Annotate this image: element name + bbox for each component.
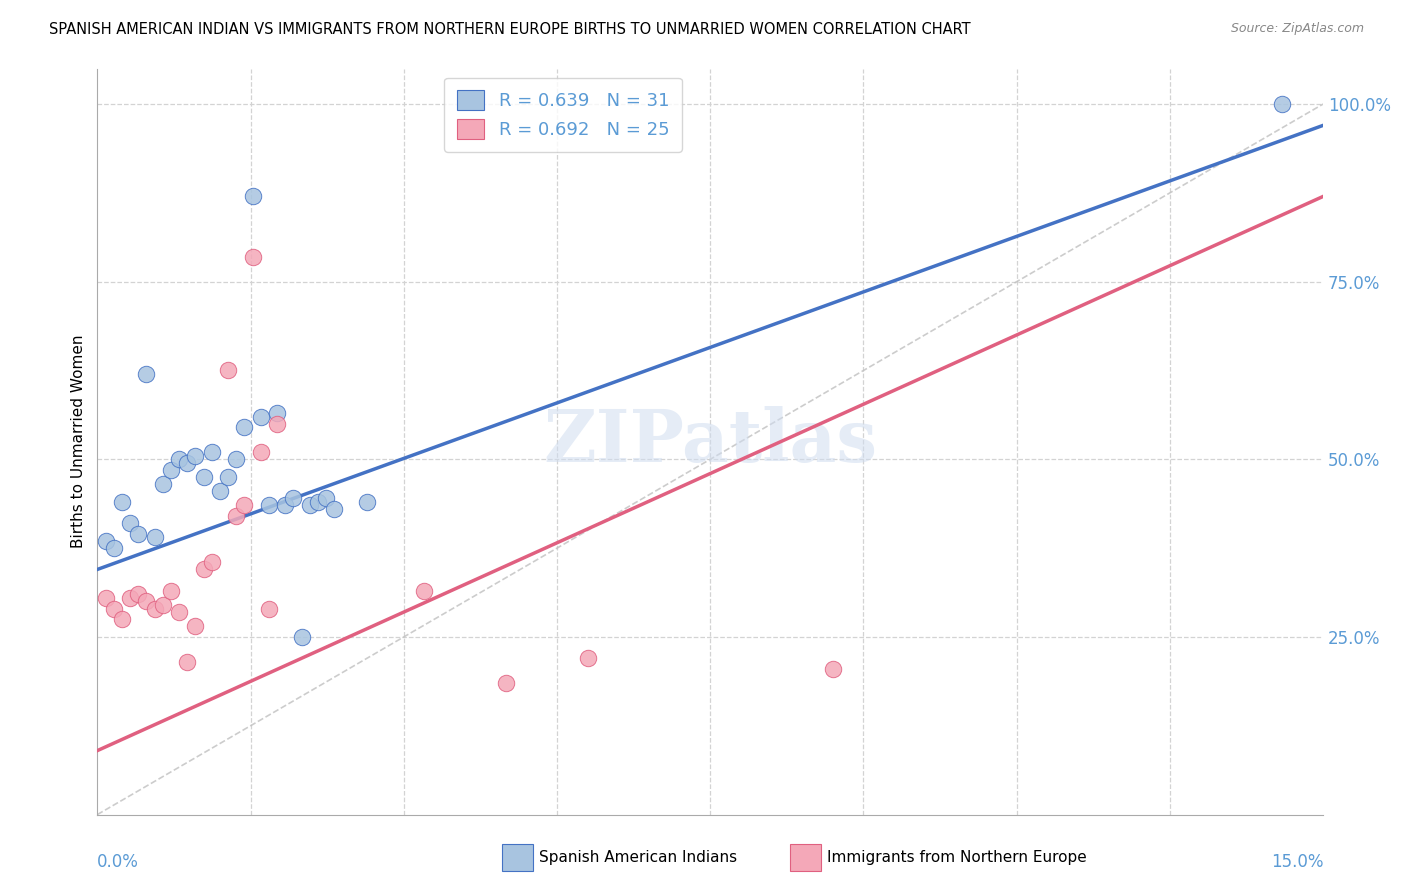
- Point: [249, 409, 271, 424]
- Point: [217, 470, 239, 484]
- Text: 15.0%: 15.0%: [1271, 854, 1323, 871]
- Point: [266, 417, 288, 431]
- Legend: R = 0.639   N = 31, R = 0.692   N = 25: R = 0.639 N = 31, R = 0.692 N = 25: [444, 78, 682, 152]
- Text: Immigrants from Northern Europe: Immigrants from Northern Europe: [827, 849, 1087, 864]
- Point: [118, 516, 141, 531]
- Point: [274, 499, 297, 513]
- Point: [1271, 97, 1294, 112]
- Point: [242, 189, 264, 203]
- Point: [225, 509, 247, 524]
- Bar: [790, 845, 821, 871]
- Point: [249, 445, 271, 459]
- Point: [135, 367, 157, 381]
- Point: [298, 499, 321, 513]
- Point: [160, 583, 183, 598]
- Point: [233, 420, 256, 434]
- Point: [118, 591, 141, 605]
- Point: [143, 531, 166, 545]
- Point: [152, 477, 174, 491]
- Point: [266, 406, 288, 420]
- Point: [315, 491, 337, 506]
- Point: [576, 651, 599, 665]
- Point: [184, 619, 207, 633]
- Point: [103, 601, 125, 615]
- Point: [152, 598, 174, 612]
- Bar: [502, 845, 533, 871]
- Point: [184, 449, 207, 463]
- Point: [201, 555, 224, 569]
- Point: [356, 495, 378, 509]
- Point: [323, 502, 346, 516]
- Point: [201, 445, 224, 459]
- Point: [94, 591, 117, 605]
- Point: [160, 463, 183, 477]
- Y-axis label: Births to Unmarried Women: Births to Unmarried Women: [72, 334, 86, 549]
- Text: Spanish American Indians: Spanish American Indians: [538, 849, 737, 864]
- Point: [217, 363, 239, 377]
- Point: [225, 452, 247, 467]
- Point: [257, 499, 280, 513]
- Point: [143, 601, 166, 615]
- Point: [257, 601, 280, 615]
- Point: [821, 662, 844, 676]
- Point: [193, 562, 215, 576]
- Point: [127, 527, 149, 541]
- Text: Source: ZipAtlas.com: Source: ZipAtlas.com: [1230, 22, 1364, 36]
- Point: [208, 484, 231, 499]
- Point: [193, 470, 215, 484]
- Point: [307, 495, 329, 509]
- Point: [495, 676, 517, 690]
- Point: [127, 587, 149, 601]
- Point: [413, 583, 436, 598]
- Point: [291, 630, 314, 644]
- Point: [176, 456, 198, 470]
- Point: [111, 495, 134, 509]
- Point: [176, 655, 198, 669]
- Point: [103, 541, 125, 555]
- Point: [167, 452, 190, 467]
- Text: ZIPatlas: ZIPatlas: [543, 406, 877, 477]
- Point: [135, 594, 157, 608]
- Point: [233, 499, 256, 513]
- Point: [242, 250, 264, 264]
- Point: [283, 491, 305, 506]
- Text: SPANISH AMERICAN INDIAN VS IMMIGRANTS FROM NORTHERN EUROPE BIRTHS TO UNMARRIED W: SPANISH AMERICAN INDIAN VS IMMIGRANTS FR…: [49, 22, 970, 37]
- Point: [111, 612, 134, 626]
- Point: [167, 605, 190, 619]
- Point: [94, 534, 117, 549]
- Text: 0.0%: 0.0%: [97, 854, 139, 871]
